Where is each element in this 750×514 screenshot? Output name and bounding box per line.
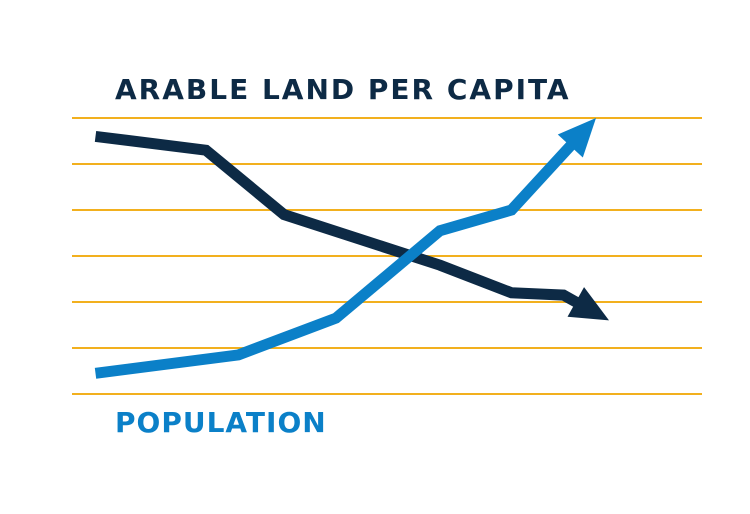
series-arable-land-per-capita	[94, 130, 609, 321]
legend-label-arable-land-per-capita: ARABLE LAND PER CAPITA	[115, 73, 571, 106]
legend-label-population: POPULATION	[115, 406, 327, 439]
arrowhead-icon	[557, 118, 596, 158]
series-layer	[94, 118, 609, 379]
series-population	[94, 118, 596, 379]
series-line	[94, 139, 578, 379]
gridlines	[72, 117, 702, 395]
arrowhead-icon	[567, 287, 609, 321]
series-line	[94, 130, 582, 309]
